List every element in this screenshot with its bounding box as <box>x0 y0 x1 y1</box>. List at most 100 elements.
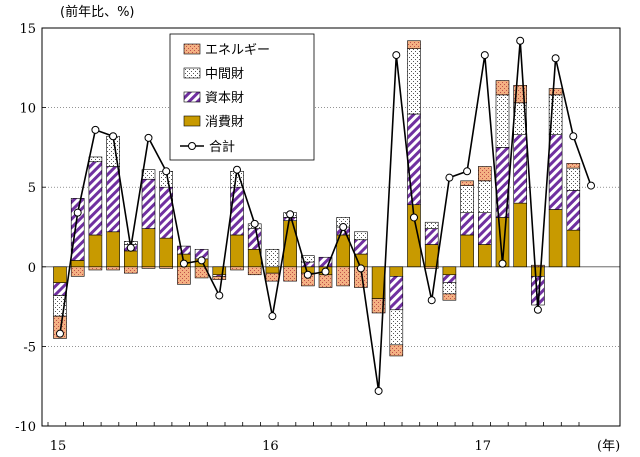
bar-consumer <box>513 202 528 268</box>
total-point <box>233 165 241 174</box>
bar-consumer <box>230 234 244 268</box>
total-point <box>73 208 82 217</box>
total-point <box>374 386 383 395</box>
legend-swatch-total-marker <box>188 142 196 150</box>
x-tick-label: 17 <box>475 439 492 454</box>
x-axis-unit-label: (年) <box>597 439 620 454</box>
legend-swatch-capital <box>183 91 201 103</box>
total-point <box>516 36 525 45</box>
bar-energy <box>230 266 244 271</box>
total-point <box>339 223 348 231</box>
bar-energy <box>442 293 457 301</box>
total-point <box>427 296 436 305</box>
y-axis-unit-label: (前年比、%) <box>60 4 135 20</box>
total-point <box>480 51 489 60</box>
total-point <box>162 167 171 176</box>
total-point <box>463 167 472 176</box>
total-point <box>303 270 312 279</box>
bar-energy <box>389 344 404 357</box>
bar-energy <box>283 266 297 282</box>
bar-energy <box>477 166 492 182</box>
gridlines <box>42 107 620 347</box>
bar-capital <box>177 245 191 255</box>
bar-energy <box>141 266 156 269</box>
bar-capital <box>513 134 528 204</box>
bar-intermediate <box>424 221 439 229</box>
bar-consumer <box>124 250 138 268</box>
bar-consumer <box>141 228 156 268</box>
total-line <box>56 36 595 395</box>
bar-consumer <box>53 266 67 284</box>
y-tick-label: -5 <box>23 340 36 355</box>
bar-intermediate <box>265 248 280 268</box>
bar-intermediate <box>460 185 474 213</box>
bar-consumer <box>477 244 492 268</box>
bar-consumer <box>548 209 563 268</box>
plot-frame <box>41 27 621 427</box>
bar-intermediate <box>442 282 457 295</box>
total-point <box>321 267 330 276</box>
bar-consumer <box>70 260 85 268</box>
bar-capital <box>300 261 315 268</box>
tick-labels: 15 10 5 0 -5 -10 15 16 17 <box>15 22 491 454</box>
bar-intermediate <box>88 156 103 163</box>
legend-label-intermediate: 中間財 <box>205 67 244 82</box>
y-tick-label: 0 <box>28 261 36 276</box>
bar-energy <box>247 266 262 276</box>
bar-capital <box>88 161 103 236</box>
bar-capital <box>389 276 404 311</box>
total-point <box>410 213 418 222</box>
bar-capital <box>53 282 67 296</box>
total-point <box>109 132 118 141</box>
bar-capital <box>566 190 581 231</box>
y-tick-label: -10 <box>15 420 36 435</box>
bar-energy <box>265 272 280 282</box>
total-point <box>215 291 224 300</box>
bar-consumer <box>442 266 457 276</box>
bar-consumer <box>247 248 262 268</box>
bar-energy <box>495 80 510 96</box>
total-point <box>587 181 595 190</box>
bar-consumer <box>389 266 404 277</box>
bar-consumer <box>460 234 474 268</box>
bar-intermediate <box>477 180 492 213</box>
total-point <box>533 305 542 314</box>
legend-label-total: 合計 <box>209 139 235 155</box>
bar-intermediate <box>566 167 581 191</box>
bar-energy <box>548 88 563 96</box>
bar-energy <box>212 276 227 280</box>
bar-consumer <box>159 237 173 268</box>
bar-energy <box>566 163 581 169</box>
bar-capital <box>442 274 457 284</box>
bar-capital <box>477 212 492 245</box>
bar-intermediate <box>141 169 156 180</box>
bar-capital <box>230 186 244 236</box>
total-point <box>91 125 100 134</box>
total-point <box>56 329 64 338</box>
x-tick-label: 16 <box>262 439 279 454</box>
bar-energy <box>159 266 173 269</box>
legend-swatch-intermediate <box>183 67 201 79</box>
bar-energy <box>106 266 120 271</box>
total-point <box>498 259 507 268</box>
total-point <box>356 264 365 273</box>
bar-energy <box>70 266 85 277</box>
bar-energy <box>371 298 386 314</box>
legend-swatch-energy <box>183 43 201 55</box>
bar-energy <box>177 266 191 285</box>
total-point <box>197 256 206 265</box>
bar-intermediate <box>495 94 510 148</box>
bar-energy <box>531 264 545 268</box>
bar-consumer <box>106 231 120 268</box>
bar-capital <box>141 178 156 229</box>
bar-capital <box>354 239 368 255</box>
legend-label-capital: 資本財 <box>205 91 244 106</box>
bar-consumer <box>88 234 103 268</box>
legend: エネルギー 中間財 資本財 消費財 合計 <box>169 33 315 161</box>
bar-intermediate <box>354 231 368 241</box>
bar-intermediate <box>389 309 404 346</box>
total-point <box>551 54 560 63</box>
axes <box>41 27 621 427</box>
bar-capital <box>318 256 333 268</box>
bar-capital <box>548 134 563 210</box>
